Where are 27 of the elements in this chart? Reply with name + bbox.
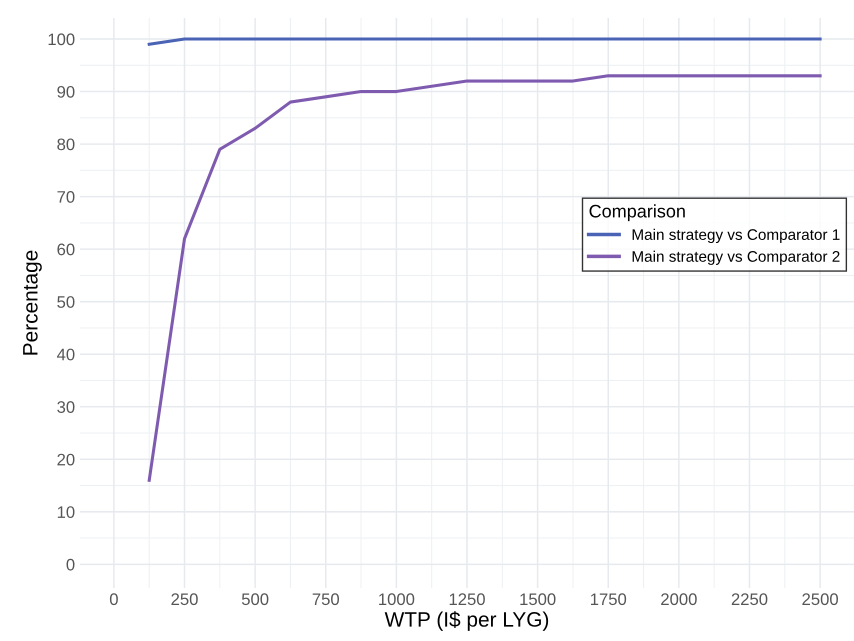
legend-title: Comparison: [590, 204, 685, 222]
y-tick-label: 100: [48, 33, 74, 46]
x-tick-label: 2500: [802, 593, 838, 606]
x-tick-label: 250: [171, 593, 198, 606]
x-tick-label: 0: [110, 593, 118, 606]
x-axis-title: WTP (I$ per LYG): [384, 611, 548, 631]
y-tick-label: 70: [57, 191, 74, 203]
x-tick-label: 1250: [450, 593, 485, 606]
y-tick-label: 0: [66, 558, 74, 571]
x-tick-label: 750: [312, 593, 340, 606]
x-tick-label: 2250: [732, 593, 768, 606]
y-tick-label: 50: [57, 296, 74, 308]
y-tick-label: 10: [58, 506, 74, 518]
x-tick-label: 1750: [590, 593, 626, 606]
legend-label: Main strategy vs Comparator 2: [632, 250, 840, 265]
x-tick-label: 1000: [379, 593, 414, 606]
y-tick-label: 90: [57, 86, 74, 98]
y-tick-label: 30: [57, 401, 74, 413]
y-tick-label: 40: [56, 348, 74, 360]
legend-label: Main strategy vs Comparator 1: [632, 228, 840, 244]
y-tick-label: 60: [57, 244, 74, 256]
y-axis-title: Percentage: [23, 250, 42, 355]
y-tick-label: 80: [57, 138, 74, 150]
x-tick-label: 2000: [661, 593, 697, 606]
x-tick-label: 1500: [520, 593, 556, 606]
y-tick-label: 20: [57, 454, 74, 466]
x-tick-label: 500: [242, 593, 268, 606]
